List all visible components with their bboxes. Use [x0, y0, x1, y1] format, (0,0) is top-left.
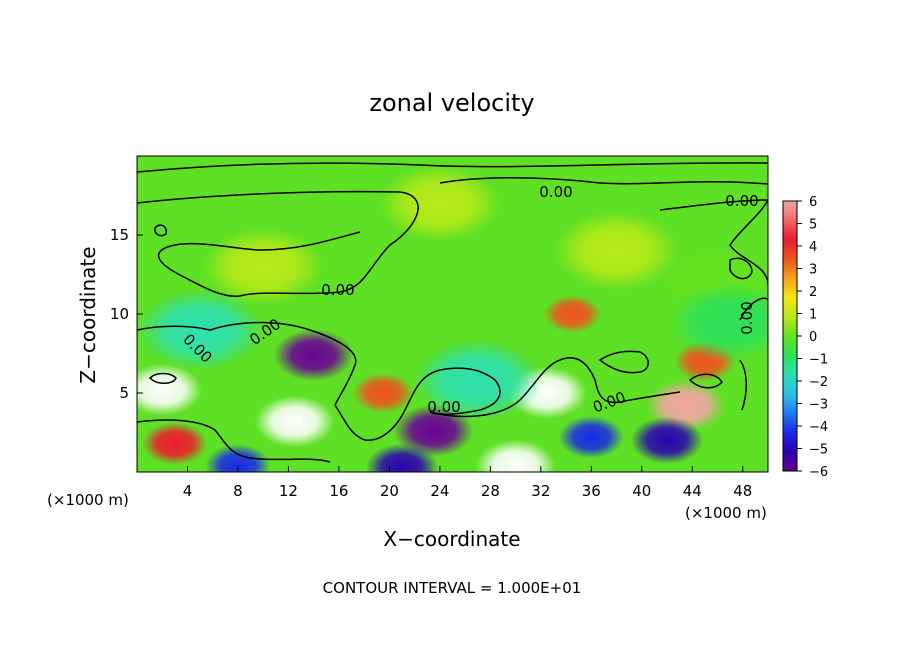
contour-line — [148, 372, 177, 384]
colorbar-tick-label: 6 — [809, 195, 817, 210]
heatmap-cell — [558, 415, 624, 459]
zero-contours — [137, 162, 768, 463]
colorbar-tick-label: −1 — [809, 353, 828, 368]
x-unit-right: (×1000 m) — [685, 504, 767, 522]
heatmap-cell — [137, 289, 264, 371]
colorbar-tick-label: 1 — [809, 308, 817, 323]
y-axis-label: Z−coordinate — [76, 246, 100, 383]
colorbar-tick-label: 5 — [809, 218, 817, 233]
heatmap-cell — [475, 439, 556, 472]
colorbar-tick-label: −4 — [809, 420, 828, 435]
x-unit-left: (×1000 m) — [47, 491, 129, 509]
contour-line — [659, 199, 768, 286]
y-tick-label: 5 — [119, 384, 129, 402]
x-tick-label: 20 — [380, 482, 399, 500]
x-tick-label: 8 — [233, 482, 243, 500]
colorbar-tick-label: −6 — [809, 465, 828, 480]
heatmap-cell — [554, 211, 679, 291]
heatmap-cell — [379, 165, 501, 242]
heatmap-cell — [365, 443, 439, 472]
contour-line — [439, 177, 768, 185]
heatmap-cell — [667, 282, 768, 362]
colorbar-tick-label: −5 — [809, 443, 828, 458]
colorbar-tick-label: −2 — [809, 375, 828, 390]
contour-line — [137, 162, 768, 173]
x-tick-label: 40 — [632, 482, 651, 500]
chart-title: zonal velocity — [369, 89, 534, 117]
y-tick-label: 10 — [110, 305, 129, 323]
contour-line — [137, 190, 419, 297]
x-tick-label: 32 — [531, 482, 550, 500]
heatmap-cell — [254, 395, 335, 448]
colorbar-bar — [782, 200, 798, 472]
colorbar-tick-label: 3 — [809, 263, 817, 278]
x-axis-label: X−coordinate — [383, 527, 520, 551]
contour-line — [729, 257, 753, 280]
y-tick-label: 15 — [110, 226, 129, 244]
heatmap-cell — [352, 372, 414, 414]
heatmap-cell — [543, 295, 602, 333]
heatmap-cell — [630, 416, 704, 465]
contour-label: 0.00 — [321, 281, 354, 299]
x-tick-label: 24 — [430, 482, 449, 500]
colorbar-tick-label: 2 — [809, 285, 817, 300]
contour-line — [739, 297, 768, 411]
x-tick-label: 12 — [279, 482, 298, 500]
x-tick-label: 16 — [329, 482, 348, 500]
heatmap-cell — [137, 363, 203, 416]
colorbar-tick-label: 0 — [809, 330, 817, 345]
x-tick-label: 4 — [183, 482, 193, 500]
contour-label: 0.00 — [427, 398, 460, 416]
contour-line — [688, 373, 723, 389]
colorbar-ticks: 6 5 4 3 2 1 0 −1 −2 −3 −4 −5 −6 — [797, 195, 828, 480]
y-axis-ticks: 5 10 15 — [110, 226, 143, 402]
colorbar-tick-label: 4 — [809, 240, 817, 255]
contour-label: 0.00 — [539, 183, 572, 201]
x-tick-label: 44 — [683, 482, 702, 500]
x-tick-label: 48 — [733, 482, 752, 500]
contour-line — [429, 357, 681, 418]
colorbar: 6 5 4 3 2 1 0 −1 −2 −3 −4 −5 −6 — [782, 195, 828, 480]
heatmap-cell — [273, 329, 354, 382]
heatmap-cell — [413, 339, 543, 422]
heatmap-cell — [205, 444, 271, 472]
colorbar-tick-label: −3 — [809, 398, 828, 413]
contour-line — [137, 321, 501, 441]
x-axis-ticks: 4 8 12 16 20 24 28 32 36 40 44 48 — [183, 466, 752, 500]
x-tick-label: 28 — [481, 482, 500, 500]
x-tick-label: 36 — [582, 482, 601, 500]
contour-line — [598, 350, 649, 374]
heatmap-cell — [142, 422, 208, 465]
contour-label: 0.00 — [738, 301, 756, 334]
contour-interval-note: CONTOUR INTERVAL = 1.000E+01 — [323, 579, 582, 597]
contour-label: 0.00 — [725, 192, 758, 210]
heatmap-plot-area — [137, 156, 768, 472]
contour-line — [137, 419, 331, 463]
contour-line — [154, 224, 168, 237]
